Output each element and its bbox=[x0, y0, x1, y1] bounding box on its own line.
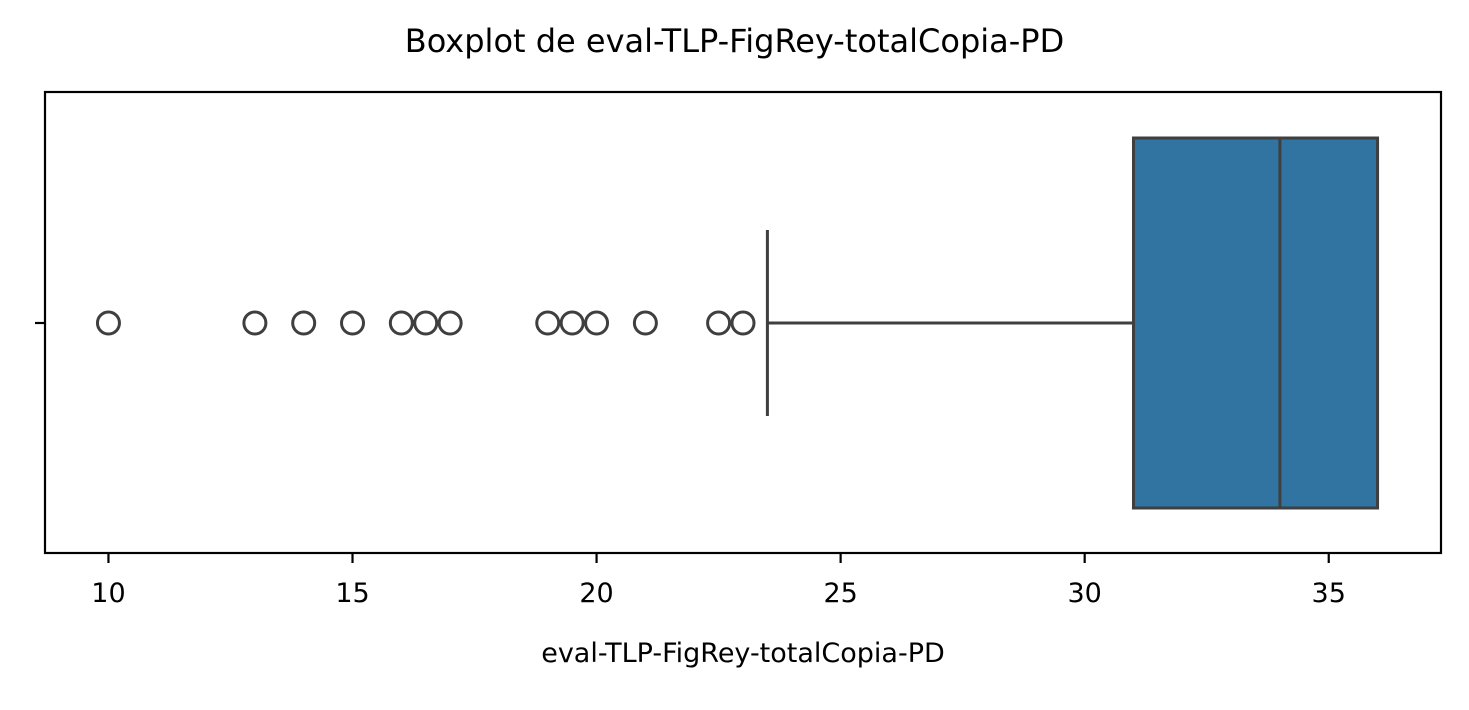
x-tick-label: 10 bbox=[91, 578, 125, 609]
outlier-point bbox=[535, 310, 561, 336]
x-tick-label: 25 bbox=[823, 578, 857, 609]
iqr-box bbox=[1131, 136, 1380, 510]
whisker-group bbox=[765, 230, 1134, 416]
x-tick-label: 30 bbox=[1067, 578, 1101, 609]
outlier-point bbox=[559, 310, 585, 336]
outlier-point bbox=[730, 310, 756, 336]
outlier-point bbox=[95, 310, 121, 336]
x-axis-label: eval-TLP-FigRey-totalCopia-PD bbox=[541, 638, 945, 669]
outlier-point bbox=[242, 310, 268, 336]
x-tick-label: 15 bbox=[335, 578, 369, 609]
outlier-point bbox=[340, 310, 366, 336]
x-tick-label: 20 bbox=[579, 578, 613, 609]
box-group bbox=[1131, 136, 1380, 510]
x-tick-label: 35 bbox=[1312, 578, 1346, 609]
outlier-point bbox=[706, 310, 732, 336]
outlier-point bbox=[388, 310, 414, 336]
x-axis-ticks: 10 15 20 25 30 35 bbox=[91, 553, 1346, 609]
outlier-point bbox=[413, 310, 439, 336]
chart-title: Boxplot de eval-TLP-FigRey-totalCopia-PD bbox=[404, 22, 1065, 60]
outlier-point bbox=[437, 310, 463, 336]
outlier-point bbox=[584, 310, 610, 336]
outlier-points bbox=[95, 310, 756, 336]
outlier-point bbox=[291, 310, 317, 336]
outlier-point bbox=[632, 310, 658, 336]
